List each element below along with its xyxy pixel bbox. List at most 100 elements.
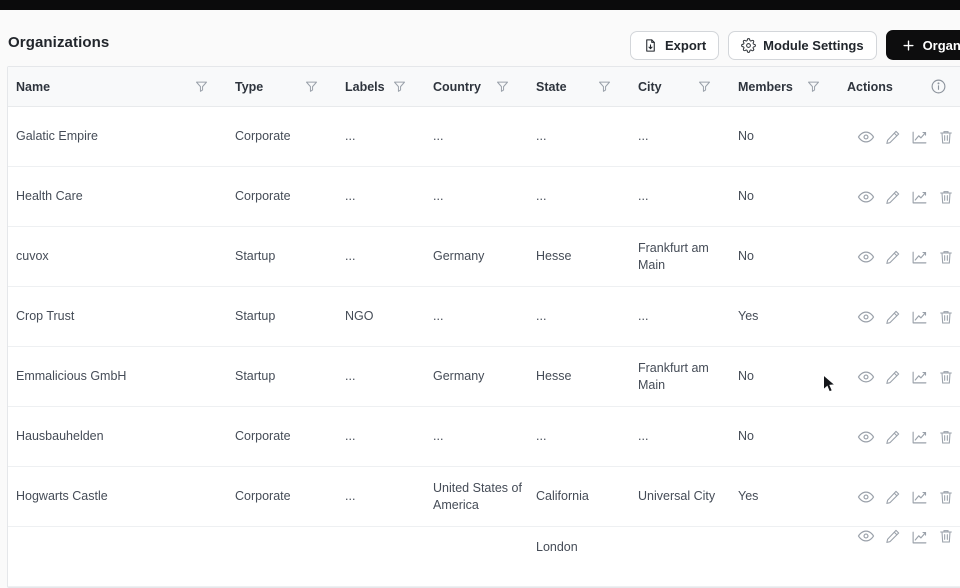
column-header-labels: Labels	[345, 67, 433, 106]
export-button[interactable]: Export	[630, 30, 720, 60]
cell-actions	[847, 488, 960, 506]
edit-icon[interactable]	[885, 129, 901, 145]
cell-city: ...	[638, 309, 649, 323]
cell-type	[235, 527, 345, 539]
cell-actions	[847, 188, 960, 206]
filter-icon[interactable]	[392, 79, 407, 94]
table-row[interactable]: Health Care Corporate ... ... ... ... No	[8, 167, 960, 227]
view-icon[interactable]	[857, 527, 875, 545]
cell-country: ...	[433, 189, 444, 203]
cell-state: California	[536, 489, 589, 503]
table-row[interactable]: Emmalicious GmbH Startup ... Germany Hes…	[8, 347, 960, 407]
view-icon[interactable]	[857, 308, 875, 326]
add-organization-button-label: Organization	[922, 37, 960, 53]
column-label: Members	[738, 79, 793, 94]
column-label: State	[536, 79, 567, 94]
module-settings-button-label: Module Settings	[763, 37, 864, 53]
analytics-icon[interactable]	[911, 528, 928, 545]
delete-icon[interactable]	[938, 528, 954, 544]
table-header-row: Name Type Labels Country State City Memb…	[8, 67, 960, 107]
gear-icon	[741, 37, 756, 53]
cell-state: ...	[536, 309, 547, 323]
filter-icon[interactable]	[194, 79, 209, 94]
column-header-members: Members	[738, 67, 847, 106]
analytics-icon[interactable]	[911, 368, 928, 385]
analytics-icon[interactable]	[911, 488, 928, 505]
cell-name: cuvox	[16, 249, 49, 263]
add-organization-button[interactable]: Organization	[885, 30, 960, 60]
analytics-icon[interactable]	[911, 248, 928, 265]
edit-icon[interactable]	[885, 369, 901, 385]
cell-type: Startup	[235, 369, 276, 383]
cell-actions	[847, 128, 960, 146]
cell-country: ...	[433, 309, 444, 323]
cell-members: No	[738, 129, 754, 143]
delete-icon[interactable]	[938, 309, 954, 325]
cell-labels	[345, 527, 433, 539]
table-body: Galatic Empire Corporate ... ... ... ...…	[8, 107, 960, 587]
cell-type: Corporate	[235, 429, 291, 443]
edit-icon[interactable]	[885, 249, 901, 265]
delete-icon[interactable]	[938, 489, 954, 505]
delete-icon[interactable]	[938, 369, 954, 385]
cell-city: ...	[638, 429, 649, 443]
table-row[interactable]: Galatic Empire Corporate ... ... ... ...…	[8, 107, 960, 167]
cell-name: Crop Trust	[16, 309, 75, 323]
edit-icon[interactable]	[885, 489, 901, 505]
analytics-icon[interactable]	[911, 188, 928, 205]
cell-city: Frankfurt am Main	[638, 360, 709, 392]
cell-labels: ...	[345, 249, 356, 263]
module-settings-button[interactable]: Module Settings	[728, 30, 877, 60]
cell-actions	[847, 428, 960, 446]
view-icon[interactable]	[857, 368, 875, 386]
table-row[interactable]: cuvox Startup ... Germany Hesse Frankfur…	[8, 227, 960, 287]
table-row[interactable]: Crop Trust Startup NGO ... ... ... Yes	[8, 287, 960, 347]
column-header-name: Name	[8, 67, 235, 106]
delete-icon[interactable]	[938, 429, 954, 445]
cell-members: Yes	[738, 489, 759, 503]
column-label: Type	[235, 79, 264, 94]
delete-icon[interactable]	[938, 249, 954, 265]
filter-icon[interactable]	[495, 79, 510, 94]
info-icon[interactable]	[930, 78, 947, 95]
analytics-icon[interactable]	[911, 308, 928, 325]
cell-city: ...	[638, 129, 649, 143]
view-icon[interactable]	[857, 128, 875, 146]
view-icon[interactable]	[857, 488, 875, 506]
filter-icon[interactable]	[597, 79, 612, 94]
cell-country	[433, 527, 536, 539]
export-file-icon	[643, 38, 658, 53]
analytics-icon[interactable]	[911, 428, 928, 445]
cell-type: Startup	[235, 309, 276, 323]
cell-state: Hesse	[536, 249, 572, 263]
filter-icon[interactable]	[806, 79, 821, 94]
view-icon[interactable]	[857, 188, 875, 206]
cell-city: ...	[638, 189, 649, 203]
edit-icon[interactable]	[885, 309, 901, 325]
cell-country: Germany	[433, 369, 485, 383]
view-icon[interactable]	[857, 428, 875, 446]
analytics-icon[interactable]	[911, 128, 928, 145]
cell-state: ...	[536, 429, 547, 443]
filter-icon[interactable]	[697, 79, 712, 94]
edit-icon[interactable]	[885, 528, 901, 544]
table-row[interactable]: London	[8, 527, 960, 587]
cell-labels: ...	[345, 189, 356, 203]
cell-labels: ...	[345, 129, 356, 143]
cell-name: Health Care	[16, 189, 83, 203]
cell-city	[638, 527, 738, 539]
view-icon[interactable]	[857, 248, 875, 266]
edit-icon[interactable]	[885, 189, 901, 205]
table-row[interactable]: Hausbauhelden Corporate ... ... ... ... …	[8, 407, 960, 467]
edit-icon[interactable]	[885, 429, 901, 445]
cell-name: Galatic Empire	[16, 129, 98, 143]
cell-type: Startup	[235, 249, 276, 263]
delete-icon[interactable]	[938, 189, 954, 205]
delete-icon[interactable]	[938, 129, 954, 145]
cell-labels: NGO	[345, 309, 374, 323]
cell-city: Universal City	[638, 489, 716, 503]
filter-icon[interactable]	[304, 79, 319, 94]
cell-labels: ...	[345, 429, 356, 443]
table-row[interactable]: Hogwarts Castle Corporate ... United Sta…	[8, 467, 960, 527]
cell-country: United States of America	[433, 480, 522, 512]
